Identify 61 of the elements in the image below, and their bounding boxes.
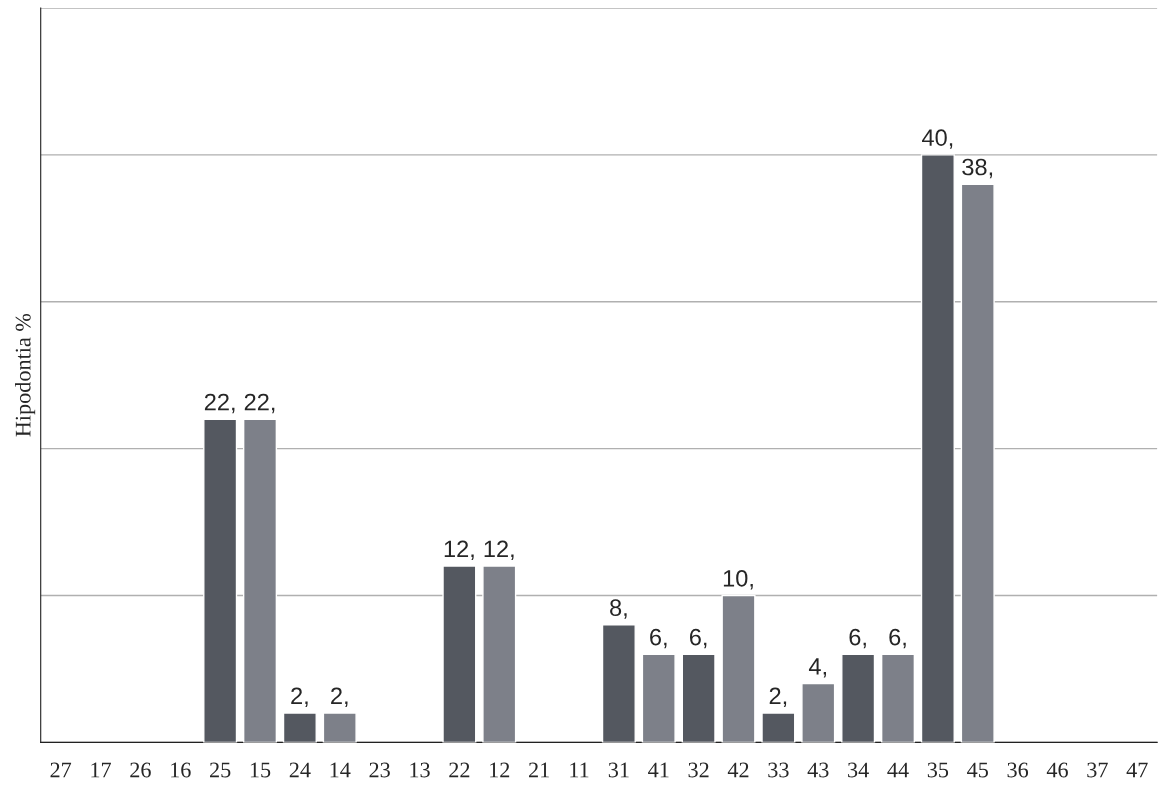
- x-tick-label: 15: [250, 762, 271, 778]
- x-tick-label: 36: [1007, 762, 1029, 778]
- x-tick-label: 42: [727, 762, 749, 778]
- x-tick-label: 26: [130, 762, 151, 778]
- bar: [841, 653, 876, 743]
- x-tick-label: 46: [1046, 762, 1068, 778]
- x-tick-label: 22: [449, 762, 470, 778]
- bar: [282, 712, 317, 743]
- x-tick-label: 37: [1087, 762, 1108, 778]
- bar: [880, 653, 916, 743]
- y-axis-title: Hipodontia %: [15, 313, 36, 437]
- x-tick-label: 21: [529, 762, 549, 778]
- data-label: 12,: [444, 540, 474, 561]
- x-tick-label: 12: [490, 762, 510, 778]
- bar: [681, 653, 716, 743]
- x-tick-label: 14: [330, 762, 351, 778]
- data-label: 12,: [484, 540, 514, 561]
- x-tick-label: 44: [887, 762, 909, 778]
- bar: [242, 418, 278, 743]
- bar: [601, 624, 636, 743]
- x-tick-label: 35: [927, 762, 949, 778]
- bar: [641, 653, 676, 743]
- bar: [482, 565, 517, 743]
- data-label: 4,: [808, 658, 826, 678]
- data-label: 6,: [889, 628, 906, 649]
- bar: [920, 154, 955, 743]
- x-tick-label: 31: [608, 762, 629, 778]
- data-label: 8,: [610, 599, 627, 619]
- x-tick-label: 25: [210, 762, 231, 778]
- data-label: 2,: [769, 687, 787, 707]
- x-tick-label: 47: [1126, 762, 1148, 778]
- bar: [322, 712, 357, 743]
- bar: [721, 594, 756, 743]
- data-label: 6,: [689, 628, 707, 649]
- data-label: 22,: [204, 393, 235, 414]
- x-tick-label: 17: [91, 762, 111, 778]
- x-tick-label: 43: [807, 762, 829, 778]
- x-tick-label: 11: [570, 762, 589, 778]
- x-tick-label: 34: [848, 762, 869, 778]
- x-tick-label: 41: [648, 762, 669, 778]
- bar: [960, 183, 995, 743]
- data-label: 6,: [849, 628, 866, 649]
- data-label: 40,: [922, 129, 953, 149]
- x-tick-label: 16: [171, 762, 191, 778]
- x-tick-label: 32: [688, 762, 709, 778]
- x-tick-label: 27: [50, 762, 72, 778]
- data-label: 2,: [291, 687, 308, 707]
- bar: [203, 418, 238, 743]
- x-tick-label: 23: [369, 762, 390, 778]
- data-label: 6,: [650, 628, 667, 649]
- data-label: 2,: [331, 687, 348, 707]
- bar: [442, 565, 477, 743]
- x-tick-label: 45: [967, 762, 988, 778]
- data-label: 22,: [244, 393, 275, 414]
- data-label: 10,: [723, 569, 753, 590]
- x-tick-label: 33: [768, 762, 789, 778]
- data-label: 38,: [962, 158, 993, 179]
- bar: [801, 682, 836, 743]
- x-tick-label: 13: [410, 762, 430, 778]
- bar: [761, 712, 796, 743]
- x-tick-label: 24: [289, 762, 311, 778]
